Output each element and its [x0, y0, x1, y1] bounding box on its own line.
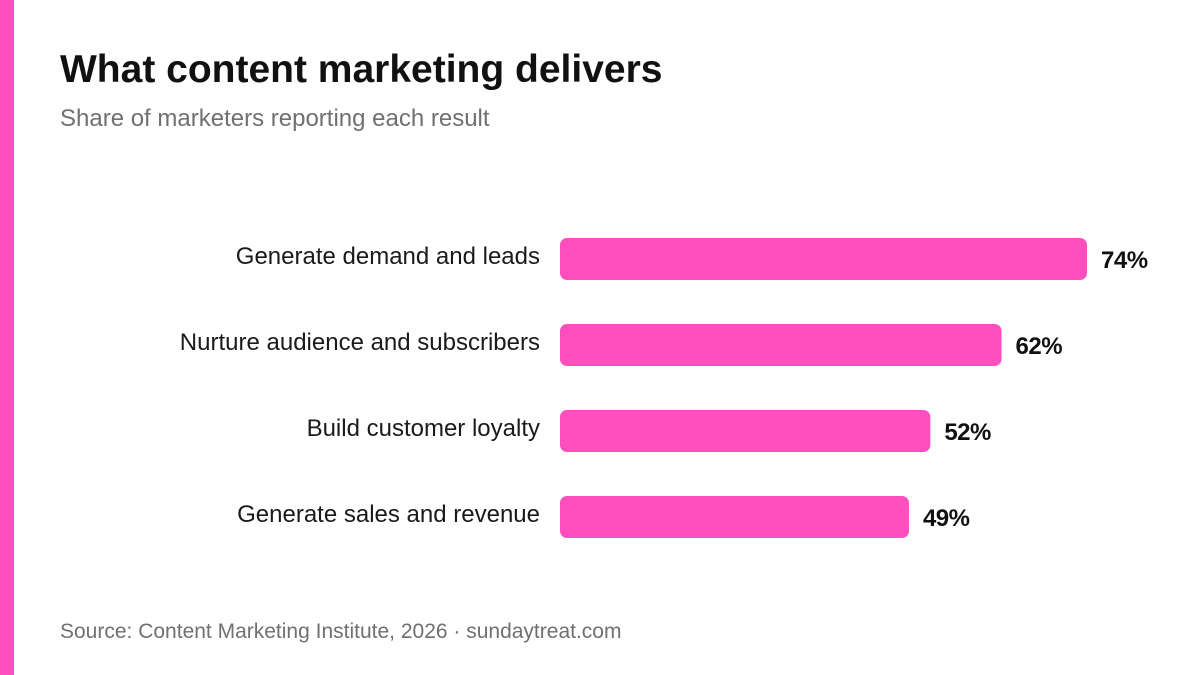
category-label-generate-sales-and-revenue: Generate sales and revenue [237, 501, 540, 528]
bar-generate-sales-and-revenue [560, 496, 909, 538]
value-label-nurture-audience-and-subscribers: 62% [1016, 333, 1063, 360]
bar-row-generate-demand-and-leads: Generate demand and leads 74% [236, 238, 1148, 280]
category-label-nurture-audience-and-subscribers: Nurture audience and subscribers [180, 329, 540, 356]
source-note: Source: Content Marketing Institute, 202… [60, 620, 622, 643]
bar-generate-demand-and-leads [560, 238, 1087, 280]
chart-subtitle: Share of marketers reporting each result [60, 105, 490, 132]
category-label-generate-demand-and-leads: Generate demand and leads [236, 243, 540, 270]
bar-row-generate-sales-and-revenue: Generate sales and revenue 49% [237, 496, 970, 538]
bar-row-nurture-audience-and-subscribers: Nurture audience and subscribers 62% [180, 324, 1063, 366]
value-label-generate-sales-and-revenue: 49% [923, 505, 970, 532]
value-label-build-customer-loyalty: 52% [944, 419, 991, 446]
bar-row-build-customer-loyalty: Build customer loyalty 52% [307, 410, 992, 452]
value-label-generate-demand-and-leads: 74% [1101, 247, 1148, 274]
accent-stripe [0, 0, 14, 675]
category-label-build-customer-loyalty: Build customer loyalty [307, 415, 540, 442]
bar-nurture-audience-and-subscribers [560, 324, 1002, 366]
bar-build-customer-loyalty [560, 410, 931, 452]
bar-chart: Generate demand and leads 74% Nurture audi… [180, 238, 1148, 538]
chart-title: What content marketing delivers [60, 48, 663, 91]
